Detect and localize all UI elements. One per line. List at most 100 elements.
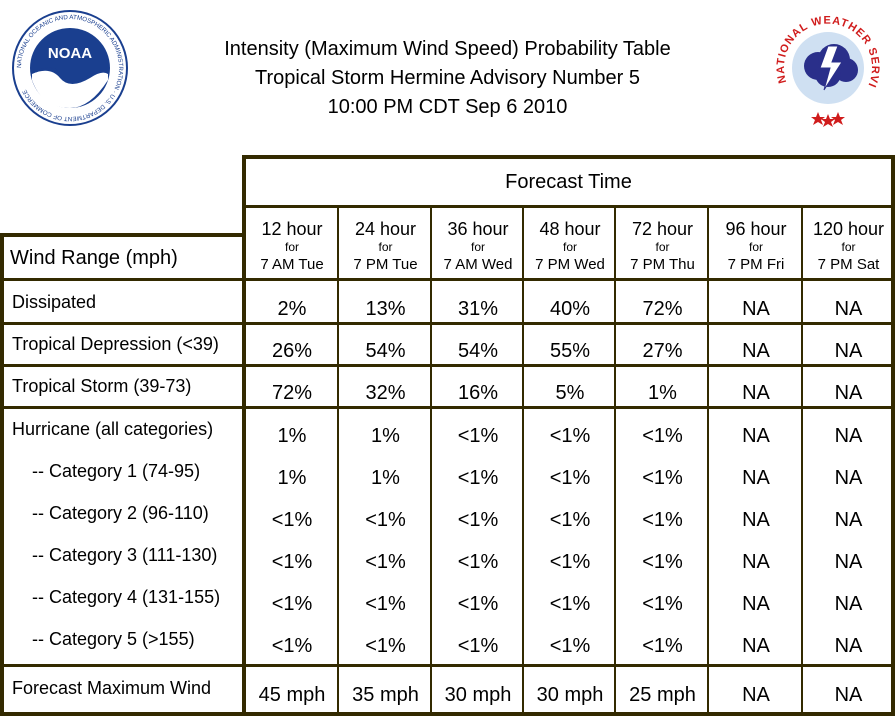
table-cell: <1%: [642, 551, 683, 573]
table-cell: 55%: [549, 340, 591, 362]
table-cell: <1%: [642, 635, 683, 657]
table-cell: <1%: [271, 593, 313, 615]
table-cell: <1%: [365, 635, 406, 657]
row-label: Tropical Storm (39-73): [12, 376, 192, 396]
table-cell: <1%: [457, 425, 499, 447]
table-cell: NA: [834, 509, 863, 531]
table-cell: <1%: [642, 593, 683, 615]
table-cell: 72%: [642, 298, 683, 320]
row-divider: [0, 406, 895, 409]
column-date-label: 7 PM Sat: [817, 256, 880, 273]
row-label: -- Category 1 (74-95): [32, 461, 201, 481]
table-cell: NA: [834, 340, 863, 362]
table-cell: 27%: [642, 340, 683, 362]
row-label: -- Category 4 (131-155): [32, 587, 221, 607]
column-date-label: 7 PM Wed: [535, 256, 605, 273]
column-for-label: for: [748, 240, 763, 254]
table-cell: <1%: [271, 509, 313, 531]
table-cell: <1%: [549, 593, 591, 615]
column-date-label: 7 PM Thu: [630, 256, 695, 273]
row-divider: [0, 364, 895, 367]
title-line-3: 10:00 PM CDT Sep 6 2010: [327, 96, 568, 118]
table-cell: 26%: [271, 340, 313, 362]
table-cell: 13%: [365, 298, 406, 320]
table-bottom-border: [0, 712, 895, 716]
table-cell: 40%: [549, 298, 591, 320]
column-date-label: 7 AM Wed: [443, 256, 513, 273]
row-label: Hurricane (all categories): [12, 419, 214, 439]
table-cell: <1%: [365, 509, 406, 531]
row-divider: [0, 664, 895, 667]
column-hours-label: 96 hour: [725, 219, 787, 239]
column-hours-label: 72 hour: [631, 219, 694, 239]
table-cell: <1%: [271, 551, 313, 573]
table-cell: 2%: [277, 298, 307, 320]
table-cell: 1%: [371, 425, 400, 447]
column-for-label: for: [655, 240, 670, 254]
title-line-1: Intensity (Maximum Wind Speed) Probabili…: [224, 38, 671, 60]
table-cell: NA: [834, 298, 863, 320]
row-label: -- Category 5 (>155): [32, 629, 195, 649]
table-cell: <1%: [457, 635, 499, 657]
table-cell: NA: [834, 593, 863, 615]
table-cell: <1%: [365, 593, 406, 615]
table-cell: NA: [834, 467, 863, 489]
table-cell: 35 mph: [352, 684, 419, 706]
column-hours-label: 48 hour: [539, 219, 601, 239]
table-cell: NA: [742, 593, 770, 615]
table-right-border: [891, 155, 895, 716]
table-cell: <1%: [549, 467, 591, 489]
column-for-label: for: [841, 240, 856, 254]
table-left-border: [0, 233, 4, 716]
table-cell: <1%: [549, 509, 591, 531]
row-label: -- Category 2 (96-110): [32, 503, 209, 523]
column-divider: [707, 207, 709, 712]
table-cell: <1%: [549, 425, 591, 447]
table-cell: NA: [742, 340, 770, 362]
table-cell: <1%: [365, 551, 406, 573]
table-cell: NA: [742, 467, 770, 489]
table-cell: NA: [834, 684, 863, 706]
column-hours-label: 12 hour: [261, 219, 323, 239]
header-bottom-border: [0, 278, 895, 281]
column-for-label: for: [378, 240, 393, 254]
table-cell: <1%: [457, 467, 499, 489]
forecast-time-header: Forecast Time: [505, 171, 632, 193]
column-divider: [337, 207, 339, 712]
table-cell: NA: [834, 425, 863, 447]
table-cell: <1%: [549, 635, 591, 657]
table-cell: 1%: [648, 382, 677, 404]
table-cell: <1%: [457, 551, 499, 573]
column-hours-label: 36 hour: [447, 219, 509, 239]
table-cell: 72%: [271, 382, 313, 404]
table-cell: <1%: [642, 509, 683, 531]
table-cell: 54%: [457, 340, 499, 362]
table-top-border: [242, 155, 895, 159]
table-cell: NA: [834, 382, 863, 404]
table-cell: 1%: [277, 425, 307, 447]
table-cell: 16%: [457, 382, 499, 404]
table-cell: 45 mph: [258, 684, 326, 706]
table-cell: 31%: [457, 298, 499, 320]
table-cell: <1%: [457, 509, 499, 531]
table-cell: 1%: [371, 467, 400, 489]
table-cell: NA: [742, 298, 770, 320]
row-label: -- Category 3 (111-130): [32, 545, 218, 565]
noaa-logo-text: NOAA: [48, 45, 92, 62]
column-divider: [614, 207, 616, 712]
column-for-label: for: [284, 240, 299, 254]
table-cell: 32%: [365, 382, 406, 404]
forecast-time-bottom-border: [242, 205, 895, 208]
column-hours-label: 24 hour: [354, 219, 417, 239]
label-column-divider: [242, 233, 246, 716]
noaa-logo: NOAA NATIONAL OCEANIC AND ATMOSPHERIC AD…: [10, 8, 130, 128]
table-cell: NA: [742, 684, 770, 706]
table-cell: <1%: [642, 425, 683, 447]
wind-range-top-border: [0, 233, 246, 237]
wind-range-header: Wind Range (mph): [10, 247, 178, 269]
table-cell: NA: [742, 551, 770, 573]
table-cell: NA: [742, 635, 770, 657]
table-cell: 30 mph: [536, 684, 604, 706]
column-date-label: 7 PM Fri: [727, 256, 785, 273]
table-cell: <1%: [457, 593, 499, 615]
